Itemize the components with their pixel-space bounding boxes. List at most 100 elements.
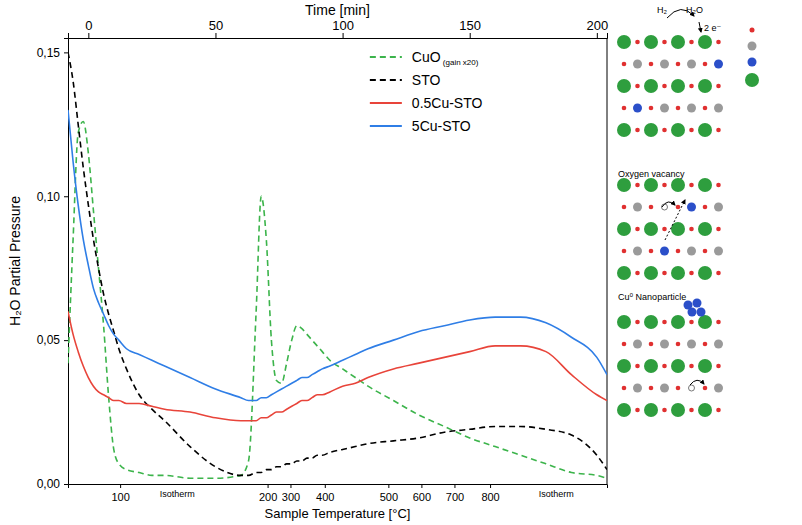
o-atom [622, 386, 627, 391]
tick: 0,15 [37, 46, 68, 60]
o-atom [635, 227, 640, 232]
sr-atom [671, 35, 685, 49]
o-atom [703, 386, 708, 391]
tick: 200 [259, 484, 277, 503]
tick-mark [64, 340, 68, 341]
tick-label: 500 [380, 491, 398, 503]
arrow [699, 22, 701, 32]
sr-atom [617, 315, 631, 329]
o-atom [716, 40, 721, 45]
o-atom [662, 227, 667, 232]
lattice [617, 299, 723, 418]
sr-atom [698, 359, 712, 373]
diagram-label: H₂O [686, 5, 703, 15]
sr-atom [671, 178, 685, 192]
ti-atom [633, 384, 642, 393]
o-atom [689, 84, 694, 89]
series-line [68, 121, 607, 478]
legend-item: 5Cu-STO [370, 118, 471, 134]
element: CuO [412, 49, 441, 65]
vacancy [689, 385, 695, 391]
sr-atom [617, 222, 631, 236]
o-atom [703, 249, 708, 254]
axis-title: Time [min] [305, 2, 370, 18]
o-atom [703, 205, 708, 210]
tick: 200 [586, 18, 608, 38]
frame-line [607, 38, 608, 484]
o-atom [689, 227, 694, 232]
sr-atom [671, 359, 685, 373]
o-atom [662, 271, 667, 276]
ti-atom [714, 104, 723, 113]
tick: 500 [380, 484, 398, 503]
axis-title: Sample Temperature [°C] [265, 506, 411, 521]
diagram-key [748, 42, 757, 51]
sr-atom [698, 79, 712, 93]
sr-atom [644, 123, 658, 137]
o-atom [649, 386, 654, 391]
sr-atom [617, 79, 631, 93]
arrow [662, 202, 675, 207]
o-atom [635, 408, 640, 413]
ti-atom [714, 384, 723, 393]
ti-atom [714, 340, 723, 349]
o-atom [662, 128, 667, 133]
sr-atom [617, 266, 631, 280]
diagram-label: H₂ [657, 5, 667, 15]
annotation: Isotherm [539, 489, 574, 499]
diagram-key [748, 58, 757, 67]
legend-item: STO [370, 72, 441, 88]
sr-atom [644, 403, 658, 417]
tick-label: 0,10 [37, 190, 61, 204]
o-atom [676, 62, 681, 67]
sr-atom [671, 315, 685, 329]
o-atom [635, 84, 640, 89]
sr-atom [671, 79, 685, 93]
sr-atom [698, 222, 712, 236]
sr-atom [644, 315, 658, 329]
ti-atom [687, 247, 696, 256]
legend-item: 0.5Cu-STO [370, 95, 483, 111]
o-atom [689, 128, 694, 133]
ti-atom [687, 60, 696, 69]
legend-item: CuO (gain x20) [370, 49, 479, 67]
sr-atom [698, 35, 712, 49]
tick-mark [64, 196, 68, 197]
ti-atom [633, 247, 642, 256]
tick-label: 800 [481, 491, 499, 503]
o-atom [662, 84, 667, 89]
tick-label: 0,15 [37, 46, 61, 60]
plot-lines [68, 52, 607, 478]
tick-label: 100 [111, 491, 129, 503]
sr-atom [617, 359, 631, 373]
o-atom [716, 364, 721, 369]
legend-swatch [370, 125, 402, 127]
tick-label: 600 [413, 491, 431, 503]
o-atom [703, 342, 708, 347]
sr-atom [644, 178, 658, 192]
axis-line [64, 39, 69, 485]
tick-label: 100 [332, 18, 354, 33]
tick: 400 [316, 484, 334, 503]
cu-atom [688, 308, 697, 317]
ti-atom [633, 340, 642, 349]
annotation: Isotherm [160, 489, 195, 499]
x-axis-bottom: 100200300400500600700800 [69, 484, 608, 503]
cu-atom [660, 247, 669, 256]
ti-atom [687, 104, 696, 113]
sr-atom [644, 266, 658, 280]
tick: 0,05 [37, 333, 68, 347]
tick-mark [490, 484, 491, 488]
ti-atom [714, 203, 723, 212]
tick-mark [325, 484, 326, 488]
legend-label: 5Cu-STO [412, 118, 471, 134]
o-atom [635, 40, 640, 45]
o-atom [635, 364, 640, 369]
cu-atom [697, 308, 706, 317]
o-atom [676, 342, 681, 347]
sr-atom [671, 123, 685, 137]
o-atom [716, 227, 721, 232]
legend-label: CuO (gain x20) [412, 49, 479, 67]
tick-label: 200 [586, 18, 608, 33]
sr-atom [671, 403, 685, 417]
